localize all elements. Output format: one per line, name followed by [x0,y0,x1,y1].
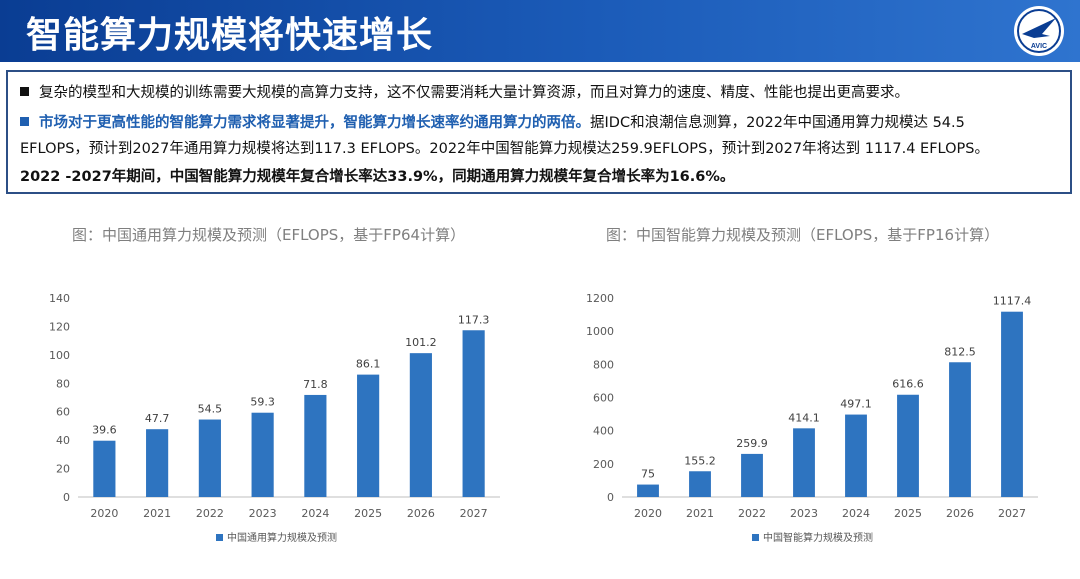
bar-2026 [949,362,971,497]
avic-logo-icon: AVIC [1014,6,1064,56]
x-tick-label: 2024 [301,507,329,520]
x-tick-label: 2027 [998,507,1026,520]
x-tick-label: 2022 [738,507,766,520]
chart-title-intelligent: 图：中国智能算力规模及预测（EFLOPS，基于FP16计算） [606,226,1000,244]
page-title: 智能算力规模将快速增长 [26,15,434,56]
x-tick-label: 2026 [407,507,435,520]
data-label: 101.2 [405,336,437,349]
bar-2021 [689,471,711,497]
legend-label: 中国智能算力规模及预测 [763,531,873,544]
general-compute-bar-chart: 0 20 40 60 80 100 120 140 39.6 2020 47.7 2021 54.5 20… [49,292,500,544]
summary-line-1: 复杂的模型和大规模的训练需要大规模的高算力支持，这不仅需要消耗大量计算资源，而且… [20,82,909,104]
y-tick-label: 1200 [586,292,614,305]
highlight-text: 市场对于更高性能的智能算力需求将显著提升，智能算力增长速率约通用算力的两倍。 [39,115,590,131]
data-label: 812.5 [944,345,976,358]
y-tick-label: 140 [49,292,70,305]
bar-2020 [637,484,659,497]
bullet-square-icon [20,117,29,126]
x-tick-label: 2023 [249,507,277,520]
logo-text: AVIC [1031,43,1047,50]
bar-2022 [741,453,763,497]
x-tick-label: 2024 [842,507,870,520]
data-label: 54.5 [198,403,223,416]
y-tick-label: 1000 [586,325,614,338]
bar-2027 [462,330,485,497]
bar-2024 [304,394,327,497]
data-label: 39.6 [92,424,117,437]
data-label: 259.9 [736,437,768,450]
y-tick-label: 100 [49,349,70,362]
y-tick-label: 0 [607,491,614,504]
y-tick-label: 600 [593,392,614,405]
bar-2024 [845,414,867,497]
data-label: 117.3 [458,313,490,326]
x-tick-label: 2021 [686,507,714,520]
summary-line-2: 市场对于更高性能的智能算力需求将显著提升，智能算力增长速率约通用算力的两倍。据I… [20,112,965,134]
summary-line-4: 2022 -2027年期间，中国智能算力规模年复合增长率达33.9%，同期通用算… [20,169,735,185]
x-tick-label: 2025 [894,507,922,520]
x-tick-label: 2020 [90,507,118,520]
data-label: 86.1 [356,358,381,371]
y-tick-label: 400 [593,425,614,438]
x-tick-label: 2025 [354,507,382,520]
bar-2021 [146,429,169,497]
y-tick-label: 80 [56,377,70,390]
summary-box: 复杂的模型和大规模的训练需要大规模的高算力支持，这不仅需要消耗大量计算资源，而且… [6,70,1072,194]
legend-swatch [752,534,759,541]
data-label: 155.2 [684,454,716,467]
bar-2022 [198,419,221,497]
y-tick-label: 20 [56,463,70,476]
data-label: 497.1 [840,398,872,411]
bar-2026 [409,353,432,497]
x-tick-label: 2020 [634,507,662,520]
y-tick-label: 60 [56,406,70,419]
data-label: 75 [641,468,655,481]
legend-swatch [216,534,223,541]
bar-2020 [93,440,116,497]
bar-2023 [251,412,274,497]
data-label: 616.6 [892,378,924,391]
x-tick-label: 2027 [460,507,488,520]
data-label: 414.1 [788,411,820,424]
legend-label: 中国通用算力规模及预测 [227,531,337,544]
bar-2027 [1001,311,1023,497]
bar-2023 [793,428,815,497]
bar-2025 [897,394,919,497]
bullet-square-icon [20,87,29,96]
data-label: 59.3 [250,396,275,409]
y-tick-label: 0 [63,491,70,504]
x-tick-label: 2022 [196,507,224,520]
bar-2025 [357,374,380,497]
data-label: 1117.4 [993,295,1032,308]
y-tick-label: 40 [56,434,70,447]
data-label: 47.7 [145,412,170,425]
intelligent-compute-bar-chart: 0 200 400 600 800 1000 1200 75 2020 155.2 2021 259.… [586,292,1038,544]
y-tick-label: 800 [593,358,614,371]
x-tick-label: 2023 [790,507,818,520]
y-tick-label: 120 [49,320,70,333]
x-tick-label: 2026 [946,507,974,520]
summary-line-3: EFLOPS，预计到2027年通用算力规模将达到117.3 EFLOPS。202… [20,141,989,157]
y-tick-label: 200 [593,458,614,471]
data-label: 71.8 [303,378,328,391]
header-banner: 智能算力规模将快速增长 AVIC [0,0,1080,62]
x-tick-label: 2021 [143,507,171,520]
chart-title-general: 图：中国通用算力规模及预测（EFLOPS，基于FP64计算） [72,226,466,244]
